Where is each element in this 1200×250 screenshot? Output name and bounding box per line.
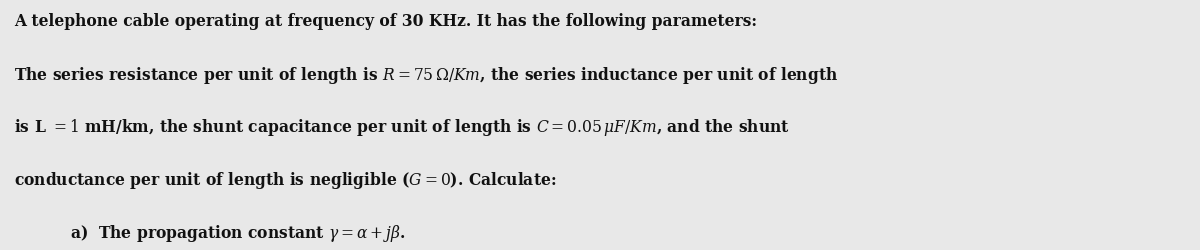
Text: A telephone cable operating at frequency of 30 KHz. It has the following paramet: A telephone cable operating at frequency… [14,12,757,29]
Text: conductance per unit of length is negligible ($G = 0$). Calculate:: conductance per unit of length is neglig… [14,170,557,191]
Text: a)  The propagation constant $\gamma = \alpha + j\beta$.: a) The propagation constant $\gamma = \a… [70,222,406,244]
Text: The series resistance per unit of length is $R = 75\,\Omega/Km$, the series indu: The series resistance per unit of length… [14,65,839,86]
Text: is L $= 1$ mH/km, the shunt capacitance per unit of length is $C = 0.05\,\mu F/K: is L $= 1$ mH/km, the shunt capacitance … [14,118,790,139]
